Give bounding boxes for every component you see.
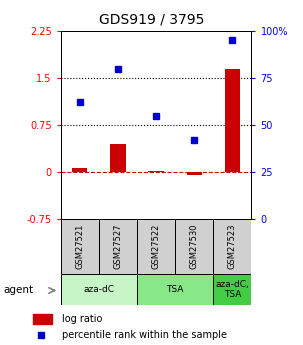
- Bar: [213, 219, 251, 274]
- Text: GSM27530: GSM27530: [190, 224, 199, 269]
- Bar: [110, 144, 125, 172]
- Bar: [61, 274, 137, 305]
- Text: TSA: TSA: [166, 285, 184, 294]
- Text: GSM27522: GSM27522: [152, 224, 161, 269]
- Text: GSM27523: GSM27523: [228, 224, 237, 269]
- Text: percentile rank within the sample: percentile rank within the sample: [62, 330, 227, 340]
- Bar: [187, 172, 202, 175]
- Bar: [99, 219, 137, 274]
- Text: aza-dC: aza-dC: [83, 285, 114, 294]
- Text: GDS919 / 3795: GDS919 / 3795: [99, 12, 204, 26]
- Bar: [213, 274, 251, 305]
- Text: agent: agent: [3, 286, 33, 295]
- Bar: [148, 171, 164, 172]
- Text: log ratio: log ratio: [62, 314, 103, 324]
- Bar: [61, 219, 99, 274]
- Bar: [137, 219, 175, 274]
- Bar: [137, 274, 213, 305]
- Bar: [33, 314, 52, 324]
- Bar: [175, 219, 213, 274]
- Bar: [225, 69, 240, 172]
- Text: GSM27527: GSM27527: [113, 224, 122, 269]
- Text: GSM27521: GSM27521: [75, 224, 84, 269]
- Text: aza-dC,
TSA: aza-dC, TSA: [215, 280, 249, 299]
- Bar: [72, 168, 87, 172]
